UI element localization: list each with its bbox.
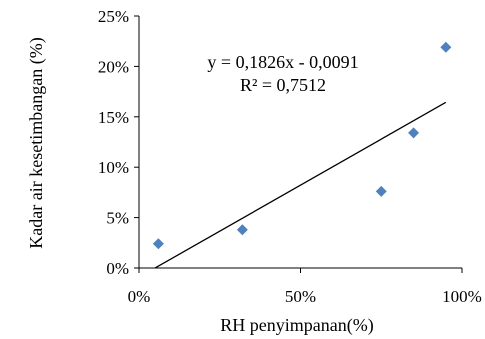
data-point: [152, 238, 164, 250]
x-tick-label: 50%: [285, 287, 316, 306]
data-point: [408, 127, 420, 139]
data-point: [440, 41, 452, 53]
y-tick-label: 20%: [98, 57, 129, 76]
axes: 0% 5% 10% 15% 20% 25% 0% 50% 100%: [98, 7, 482, 306]
x-ticks: 0% 50% 100%: [128, 268, 482, 306]
trendline: [154, 101, 447, 269]
x-tick-label: 100%: [442, 287, 482, 306]
r-squared-label: R² = 0,7512: [240, 75, 326, 95]
y-axis-title: Kadar air kesetimbangan (%): [26, 37, 47, 248]
y-tick-label: 10%: [98, 158, 129, 177]
trendline-equation: y = 0,1826x - 0,0091: [207, 52, 358, 72]
data-points: [152, 41, 452, 250]
data-point: [375, 185, 387, 197]
trendline-group: [154, 101, 447, 269]
x-axis-title: RH penyimpanan(%): [220, 315, 373, 336]
x-tick-label: 0%: [128, 287, 151, 306]
y-tick-label: 5%: [106, 209, 129, 228]
y-tick-label: 15%: [98, 108, 129, 127]
y-ticks: 0% 5% 10% 15% 20% 25%: [98, 7, 139, 278]
data-point: [236, 224, 248, 236]
y-tick-label: 25%: [98, 7, 129, 26]
y-tick-label: 0%: [106, 259, 129, 278]
